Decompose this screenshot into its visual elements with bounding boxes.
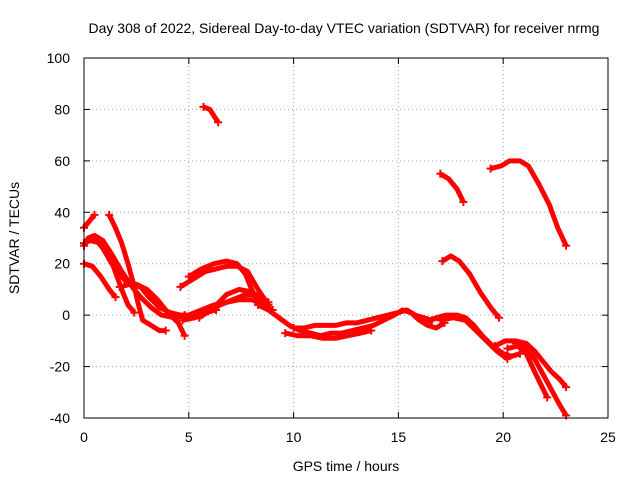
series-line — [439, 315, 509, 361]
series-track-5 — [105, 210, 170, 335]
series-line — [179, 263, 271, 307]
series-track-24 — [511, 339, 571, 420]
series-line — [441, 253, 501, 320]
series-track-18 — [436, 315, 512, 363]
series-line — [514, 341, 569, 417]
series-line — [202, 104, 221, 124]
y-tick-label: 100 — [47, 50, 71, 66]
y-tick-label: 0 — [62, 307, 70, 323]
series-track-6 — [90, 234, 139, 317]
plot-frame — [83, 57, 609, 419]
series-track-15 — [281, 326, 376, 341]
series-track-20 — [438, 253, 504, 322]
x-tick-label: 25 — [600, 429, 616, 445]
series-track-12 — [195, 286, 267, 322]
x-axis-ticks: 0 5 10 15 20 25 — [80, 58, 616, 445]
y-tick-label: 60 — [54, 153, 70, 169]
y-tick-label: -40 — [50, 410, 70, 426]
series-track-19 — [436, 169, 468, 206]
series-line — [438, 171, 466, 204]
y-tick-label: 20 — [54, 256, 70, 272]
series-line — [256, 302, 446, 339]
series-line — [92, 236, 137, 315]
series-line — [493, 338, 569, 389]
x-tick-label: 10 — [286, 429, 302, 445]
series-line — [284, 328, 372, 341]
y-tick-label: 80 — [54, 101, 70, 117]
y-tick-label: 40 — [54, 204, 70, 220]
y-axis-ticks: -40 -20 0 20 40 60 80 100 — [47, 50, 608, 426]
series-line — [187, 258, 261, 304]
series-line — [293, 307, 433, 331]
series-line — [83, 261, 118, 299]
series-track-22 — [490, 338, 571, 392]
series-track-13 — [199, 102, 223, 127]
x-axis-label: GPS time / hours — [293, 458, 400, 474]
series-track-21 — [486, 158, 571, 250]
series-track-17 — [421, 312, 524, 359]
x-tick-label: 0 — [80, 429, 88, 445]
series-line — [197, 286, 264, 320]
x-tick-label: 5 — [185, 429, 193, 445]
y-axis-label: SDTVAR / TECUs — [6, 182, 22, 294]
series-line — [82, 213, 97, 230]
x-tick-label: 15 — [391, 429, 407, 445]
series-track-1 — [80, 210, 99, 232]
chart-title: Day 308 of 2022, Sidereal Day-to-day VTE… — [89, 20, 600, 36]
series-track-2 — [80, 232, 189, 321]
series-line — [489, 158, 569, 247]
y-tick-label: -20 — [50, 359, 70, 375]
x-tick-label: 20 — [495, 429, 511, 445]
series-line — [106, 213, 166, 334]
data-series — [80, 102, 571, 420]
